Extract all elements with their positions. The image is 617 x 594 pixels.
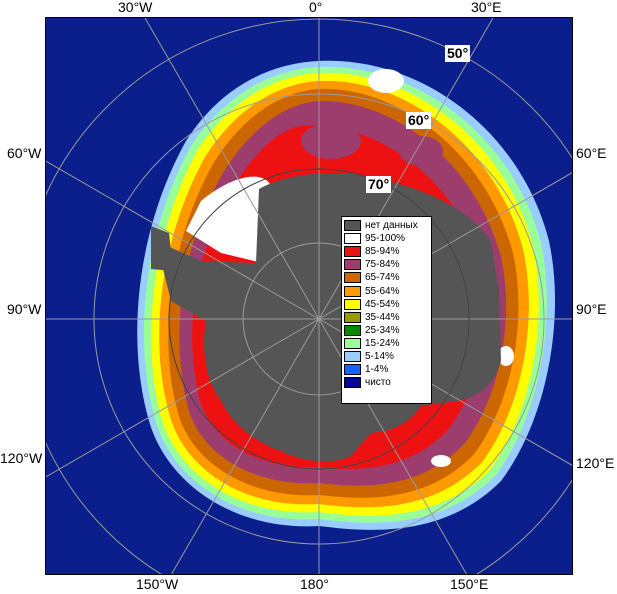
legend-label: 5-14% (365, 350, 394, 362)
legend-item: 45-54% (344, 298, 429, 311)
lon-label-150w: 150°W (136, 576, 179, 592)
graticule-dark (168, 168, 470, 470)
legend-label: 65-74% (365, 272, 400, 284)
legend-swatch (344, 364, 361, 376)
legend-swatch (344, 377, 361, 389)
map-frame: 50° 60° 70° нет данных 95-100% 85-94% 75-84… (45, 17, 573, 575)
legend-item: 1-4% (344, 363, 429, 376)
legend-swatch (344, 233, 361, 245)
ice-patch-95-100 (368, 69, 404, 93)
lon-label-30e: 30°E (471, 0, 502, 15)
legend-swatch (344, 246, 361, 258)
legend-label: 55-64% (365, 285, 400, 297)
legend-item: 25-34% (344, 324, 429, 337)
legend-label: 45-54% (365, 298, 400, 310)
legend-item: 65-74% (344, 271, 429, 284)
ice-concentration-map (46, 18, 572, 574)
lat-label-60: 60° (406, 112, 432, 129)
lon-label-90e: 90°E (576, 301, 607, 317)
legend-swatch (344, 259, 361, 271)
legend-item: 85-94% (344, 245, 429, 258)
ice-patch-95-100 (186, 176, 276, 263)
legend-swatch (344, 350, 361, 362)
lon-label-60e: 60°E (576, 145, 607, 161)
legend-item: 55-64% (344, 284, 429, 297)
legend-swatch (344, 337, 361, 349)
legend-label: 1-4% (365, 364, 389, 376)
lon-label-0: 0° (309, 0, 323, 15)
legend-label: 25-34% (365, 324, 400, 336)
lon-label-90w: 90°W (7, 301, 42, 317)
legend-item: нет данных (344, 219, 429, 232)
legend-item: 35-44% (344, 311, 429, 324)
legend-swatch (344, 285, 361, 297)
legend-swatch (344, 298, 361, 310)
legend-item: 95-100% (344, 232, 429, 245)
lon-label-180: 180° (300, 576, 329, 592)
legend-label: 95-100% (365, 233, 406, 245)
legend-label: 15-24% (365, 337, 400, 349)
ice-patch-95-100 (431, 455, 451, 467)
lon-label-120w: 120°W (0, 450, 43, 466)
legend-item: 75-84% (344, 258, 429, 271)
legend-item: 15-24% (344, 337, 429, 350)
legend-label: нет данных (365, 220, 418, 232)
ice-patch-75-84 (301, 123, 361, 159)
legend-swatch (344, 324, 361, 336)
legend-swatch (344, 220, 361, 232)
legend-swatch (344, 311, 361, 323)
legend-label: 75-84% (365, 259, 400, 271)
lon-label-150e: 150°E (450, 576, 489, 592)
lon-label-30w: 30°W (118, 0, 153, 15)
lon-label-120e: 120°E (576, 455, 615, 471)
lat-label-50: 50° (445, 45, 471, 62)
legend-label: чисто (365, 377, 391, 389)
ice-patch-75-84 (399, 136, 443, 166)
no-data-area (151, 226, 173, 271)
legend-swatch (344, 272, 361, 284)
legend-item: чисто (344, 376, 429, 389)
legend: нет данных 95-100% 85-94% 75-84% 65-74% 55-64… (341, 216, 432, 404)
legend-label: 35-44% (365, 311, 400, 323)
lon-label-60w: 60°W (7, 145, 42, 161)
legend-label: 85-94% (365, 246, 400, 258)
ice-patch-95-100 (498, 346, 514, 366)
legend-item: 5-14% (344, 350, 429, 363)
lat-label-70: 70° (366, 176, 392, 193)
